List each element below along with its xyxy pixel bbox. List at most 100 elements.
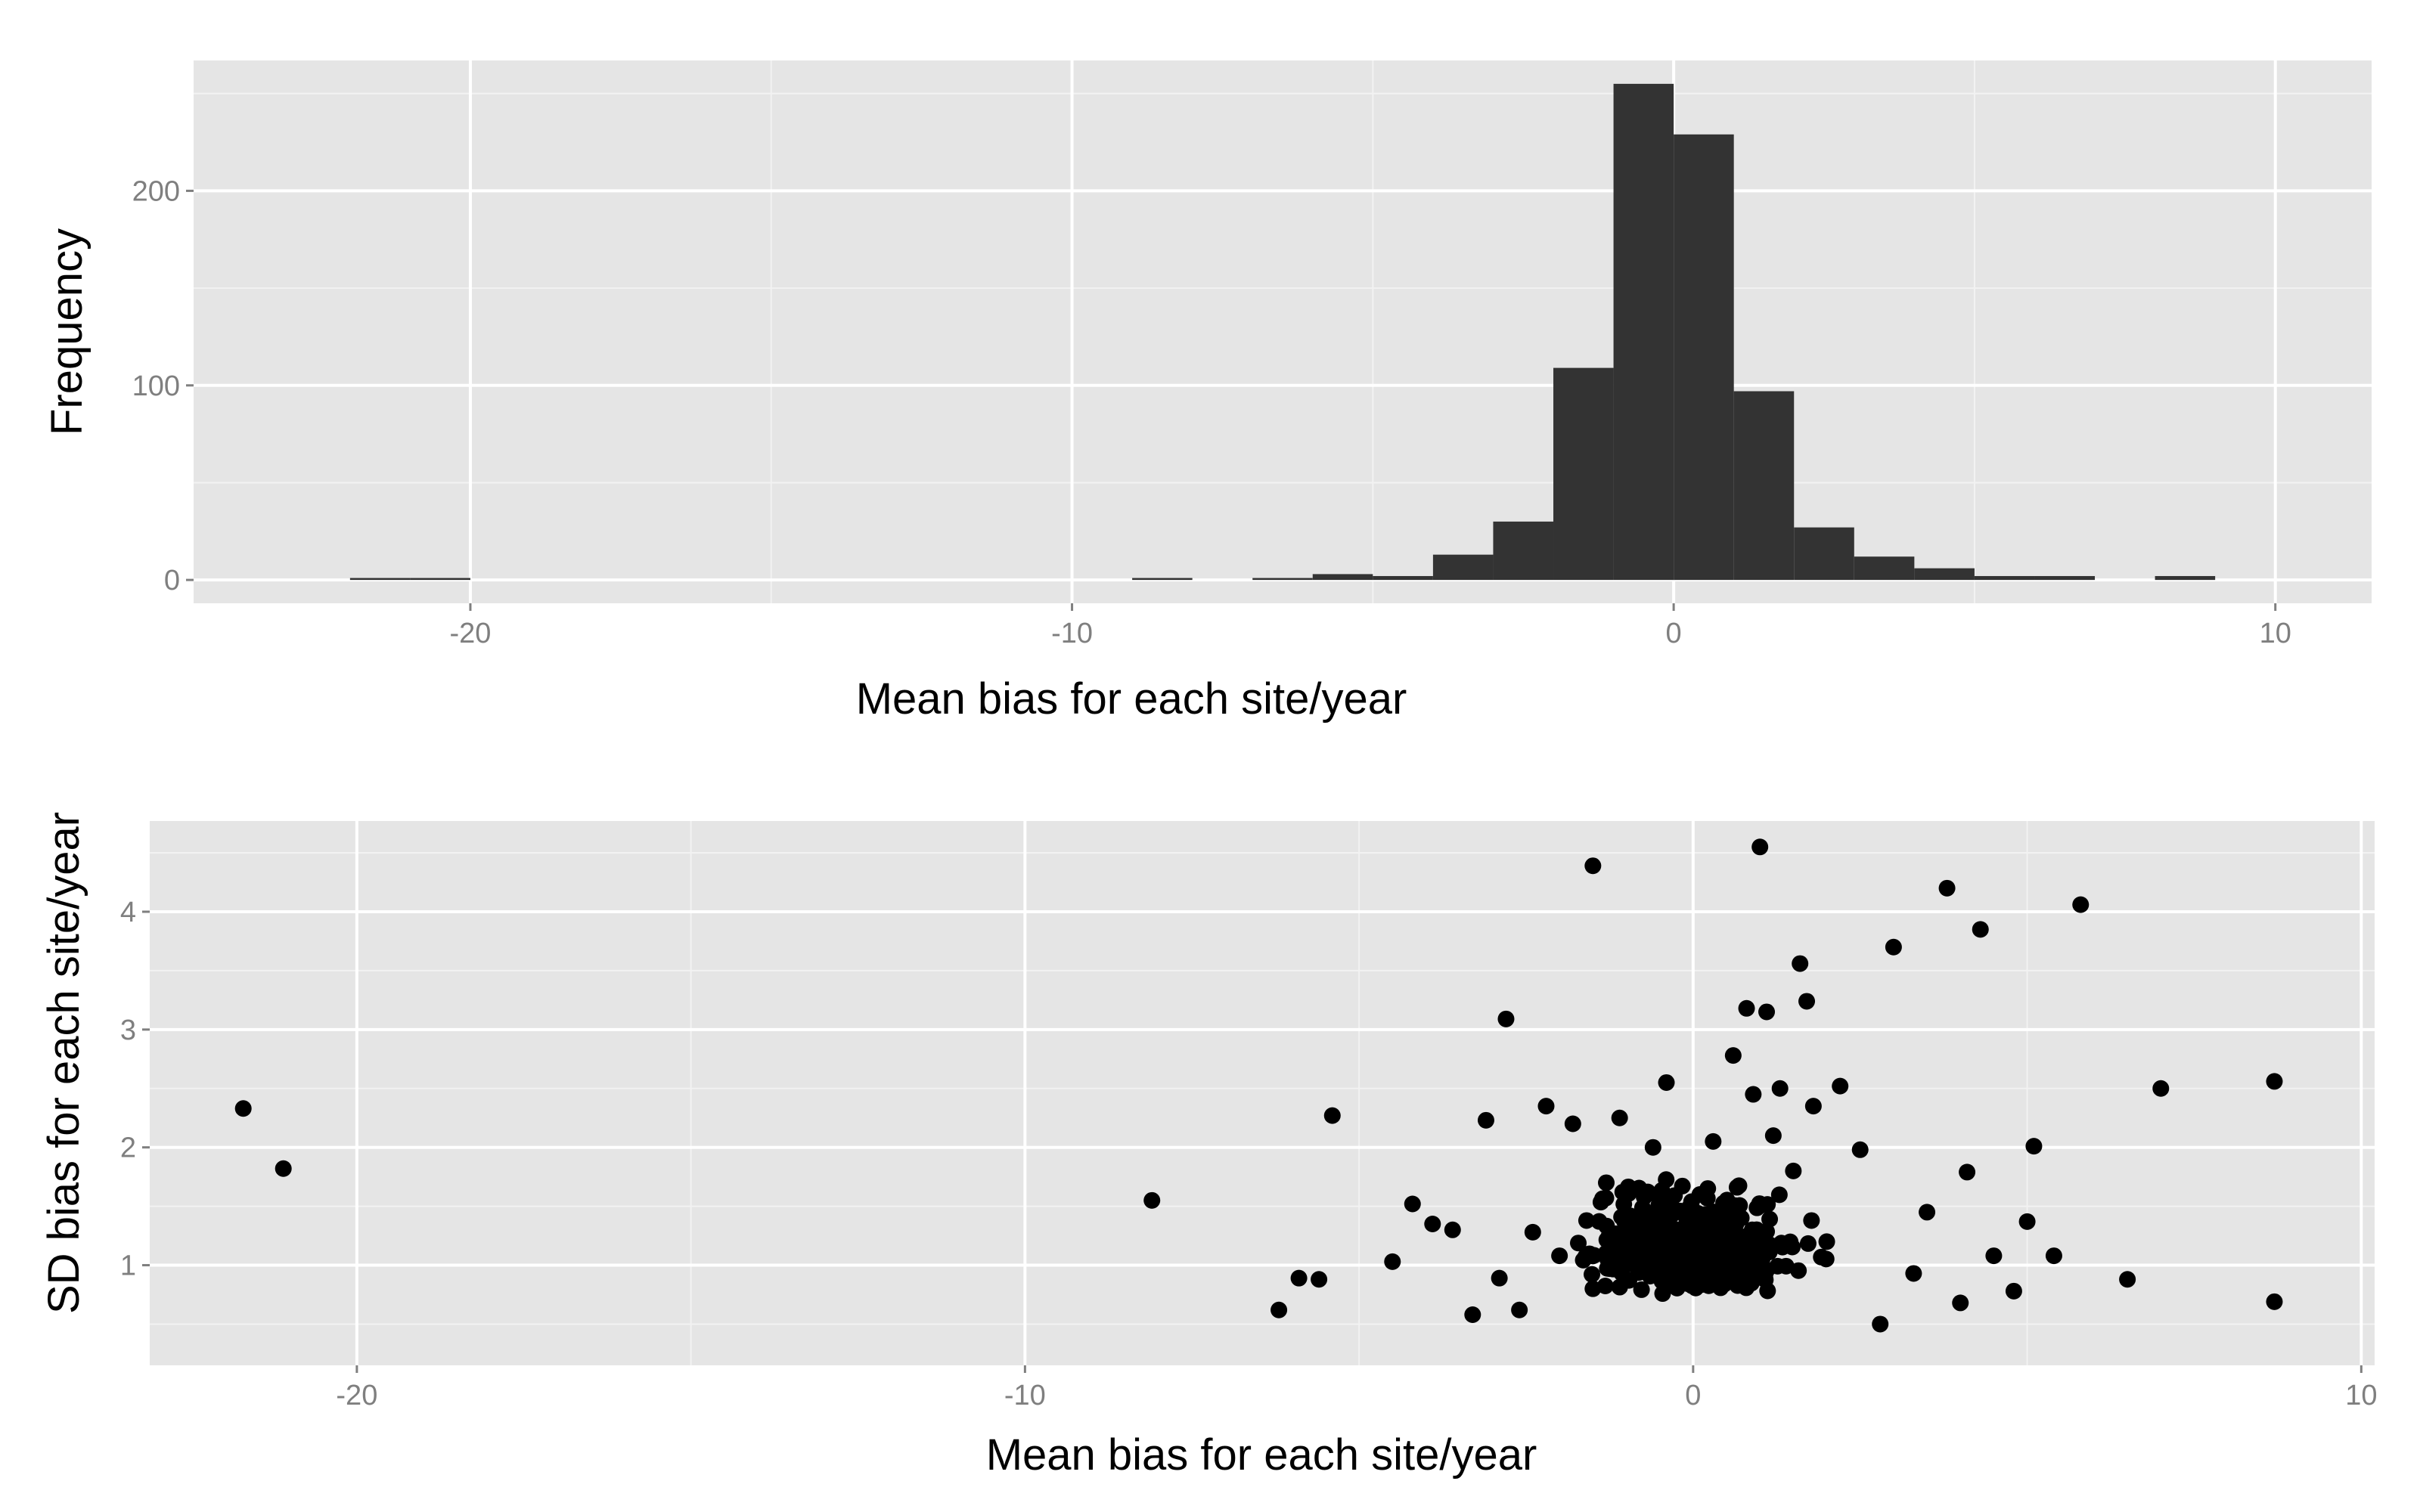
scatter-point — [1681, 1235, 1699, 1252]
histogram-bar — [1674, 134, 1734, 581]
scatter-point — [1818, 1233, 1835, 1250]
scatter-point — [1491, 1269, 1508, 1287]
scatter-point — [1597, 1174, 1615, 1191]
scatter-point — [1290, 1269, 1308, 1287]
scatter-y-axis-title: SD bias for each site/year — [39, 812, 88, 1314]
scatter-point — [2025, 1138, 2043, 1155]
scatter-point — [1584, 1280, 1602, 1297]
scatter-point — [1597, 1189, 1615, 1207]
scatter-point — [1511, 1301, 1528, 1318]
scatter-point — [1724, 1047, 1742, 1064]
scatter-point — [1905, 1265, 1922, 1282]
scatter-point — [1770, 1186, 1788, 1204]
scatter-point — [1952, 1294, 1969, 1312]
scatter-point — [1683, 1247, 1701, 1265]
scatter-point — [1464, 1306, 1481, 1323]
scatter-point — [1798, 993, 1816, 1010]
scatter-point — [1712, 1279, 1730, 1297]
scatter-point — [1497, 1010, 1515, 1027]
scatter-point — [1799, 1235, 1817, 1252]
scatter-point — [2072, 896, 2090, 913]
scatter-point — [1851, 1141, 1869, 1158]
y-tick-label: 1 — [120, 1250, 136, 1282]
scatter-point — [1633, 1281, 1650, 1298]
scatter-point — [1751, 1195, 1768, 1213]
scatter-point — [1424, 1215, 1441, 1232]
scatter-point — [1564, 1115, 1581, 1132]
scatter-point — [1648, 1218, 1665, 1235]
y-tick-label: 200 — [132, 175, 180, 207]
y-tick-label: 100 — [132, 370, 180, 402]
scatter-point — [2266, 1073, 2283, 1090]
histogram-bar — [349, 578, 411, 581]
histogram-bar — [1373, 575, 1433, 581]
scatter-point — [1704, 1203, 1721, 1220]
x-tick-label: -20 — [336, 1380, 377, 1411]
scatter-point — [1384, 1253, 1401, 1270]
scatter-point — [1644, 1139, 1661, 1156]
scatter-chart: -20 -10 0 10 1 2 3 4 Mean bias for each site/ye… — [39, 812, 2377, 1479]
scatter-point — [1804, 1098, 1822, 1115]
scatter-point — [1629, 1225, 1646, 1243]
scatter-point — [1620, 1246, 1637, 1263]
scatter-point — [1885, 938, 1902, 956]
scatter-point — [1524, 1223, 1541, 1241]
scatter-point — [1718, 1205, 1736, 1222]
scatter-point — [1745, 1086, 1762, 1103]
scatter-point — [1311, 1271, 1328, 1288]
scatter-point — [2266, 1293, 2283, 1310]
scatter-point — [1596, 1278, 1614, 1295]
histogram-panel-background — [194, 60, 2372, 603]
scatter-point — [1578, 1212, 1595, 1229]
histogram-bar — [1252, 578, 1313, 581]
scatter-point — [1584, 857, 1602, 875]
scatter-point — [1602, 1256, 1620, 1274]
scatter-point — [234, 1100, 252, 1117]
scatter-point — [1782, 1233, 1799, 1250]
scatter-point — [2119, 1271, 2136, 1288]
histogram-bar — [1613, 83, 1674, 581]
scatter-point — [1751, 838, 1769, 856]
scatter-point — [1759, 1282, 1776, 1300]
scatter-point — [1661, 1207, 1679, 1224]
scatter-point — [1662, 1268, 1680, 1285]
scatter-point — [275, 1160, 292, 1177]
scatter-point — [1649, 1239, 1667, 1256]
scatter-point — [1699, 1222, 1717, 1240]
histogram-bar — [1854, 556, 1915, 581]
scatter-point — [2018, 1213, 2036, 1230]
scatter-point — [1699, 1190, 1716, 1207]
scatter-point — [1611, 1278, 1628, 1296]
scatter-point — [1270, 1301, 1288, 1318]
y-tick-label: 2 — [120, 1132, 136, 1164]
scatter-point — [1577, 1248, 1594, 1266]
y-tick-label: 4 — [120, 897, 136, 928]
scatter-point — [1658, 1074, 1675, 1091]
scatter-point — [1832, 1077, 1849, 1095]
scatter-point — [1771, 1080, 1789, 1097]
scatter-point — [1688, 1275, 1705, 1293]
histogram-x-axis-title: Mean bias for each site/year — [856, 674, 1407, 723]
scatter-point — [1817, 1250, 1835, 1268]
scatter-points — [234, 838, 2283, 1333]
scatter-gridlines — [150, 821, 2375, 1365]
scatter-point — [1697, 1253, 1714, 1271]
scatter-point — [1570, 1235, 1587, 1252]
scatter-point — [1725, 1261, 1742, 1278]
x-tick-label: -10 — [1051, 618, 1093, 649]
histogram-bar — [1432, 554, 1494, 581]
scatter-point — [1611, 1109, 1628, 1126]
scatter-point — [1658, 1171, 1675, 1188]
scatter-point — [1654, 1285, 1671, 1303]
scatter-point — [1537, 1098, 1555, 1115]
scatter-point — [1777, 1257, 1795, 1275]
scatter-point — [1764, 1127, 1782, 1145]
histogram-bar — [1553, 367, 1614, 581]
x-tick-label: 0 — [1666, 618, 1682, 649]
scatter-point — [1404, 1195, 1421, 1213]
scatter-point — [1584, 1266, 1601, 1283]
scatter-point — [1616, 1213, 1634, 1230]
scatter-point — [2045, 1247, 2062, 1265]
